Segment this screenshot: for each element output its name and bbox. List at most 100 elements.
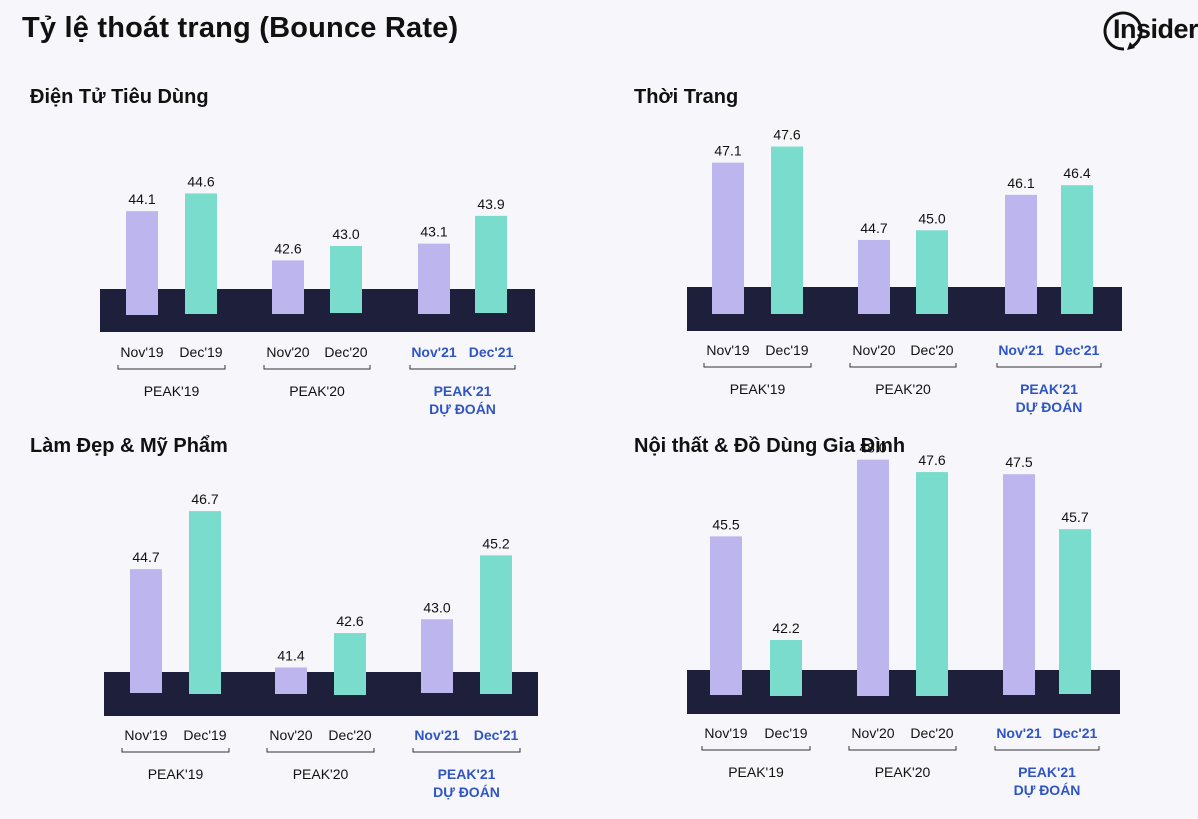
- group-label: PEAK'19: [144, 383, 200, 399]
- bar-dec20: [916, 472, 948, 696]
- group-label: PEAK'20: [875, 381, 931, 397]
- bar-dec20: [916, 230, 948, 314]
- data-label: 46.7: [191, 491, 218, 507]
- data-label: 45.2: [482, 535, 509, 551]
- bar-dec19: [770, 640, 802, 696]
- category-label: Nov'20: [266, 344, 309, 360]
- bar-dec21: [1061, 185, 1093, 314]
- group-label: PEAK'21: [1020, 381, 1078, 397]
- data-label: 43.1: [420, 224, 447, 240]
- group-label: PEAK'19: [728, 764, 784, 780]
- data-label: 42.6: [274, 240, 301, 256]
- group-bracket: [412, 748, 521, 753]
- axis-band: [104, 672, 538, 716]
- group-bracket: [117, 365, 226, 370]
- data-label: 41.4: [277, 647, 304, 663]
- data-label: 45.5: [712, 516, 739, 532]
- category-label: Nov'21: [414, 727, 460, 743]
- data-label: 43.0: [423, 599, 450, 615]
- data-label: 43.9: [477, 196, 504, 212]
- data-label: 43.0: [332, 226, 359, 242]
- group-bracket: [121, 748, 230, 753]
- data-label: 47.6: [918, 452, 945, 468]
- bar-nov19: [130, 569, 162, 693]
- group-label: DỰ ĐOÁN: [1014, 782, 1081, 798]
- bar-nov21: [1003, 474, 1035, 695]
- category-label: Dec'20: [328, 727, 371, 743]
- category-label: Nov'21: [411, 344, 457, 360]
- group-label: DỰ ĐOÁN: [1016, 399, 1083, 415]
- bar-chart: 47.1 Nov'19 47.6 Dec'19 44.7 Nov'20 45.0 Dec'20…: [687, 127, 1122, 415]
- chart-title: Thời Trang: [634, 86, 739, 108]
- insider-logo: Insider: [1100, 8, 1198, 54]
- data-label: 44.7: [860, 220, 887, 236]
- bar-chart: 44.1 Nov'19 44.6 Dec'19 42.6 Nov'20 43.0 Dec'20…: [100, 173, 535, 417]
- group-bracket: [848, 746, 957, 751]
- data-label: 47.5: [1005, 454, 1032, 470]
- category-label: Nov'19: [706, 342, 749, 358]
- bar-nov20: [272, 260, 304, 314]
- category-label: Nov'20: [851, 725, 894, 741]
- category-label: Dec'21: [474, 727, 519, 743]
- bar-dec20: [334, 633, 366, 695]
- category-label: Nov'20: [269, 727, 312, 743]
- bar-dec21: [475, 215, 507, 313]
- data-label: 42.2: [772, 620, 799, 636]
- data-label: 47.1: [714, 143, 741, 159]
- category-label: Dec'19: [765, 342, 808, 358]
- logo-ring-icon: [1103, 11, 1143, 51]
- data-label: 42.6: [336, 613, 363, 629]
- bar-nov19: [710, 536, 742, 695]
- chart-title: Làm Đẹp & Mỹ Phẩm: [30, 435, 228, 457]
- chart-panel-consumer-electronics: Điện Tử Tiêu Dùng 44.1 Nov'19 44.6 Dec'19 42…: [30, 86, 590, 456]
- bar-dec21: [480, 555, 512, 694]
- data-label: 44.7: [132, 549, 159, 565]
- data-label: 48.0: [859, 440, 886, 456]
- category-label: Dec'20: [910, 342, 953, 358]
- category-label: Dec'19: [179, 344, 222, 360]
- group-label: PEAK'20: [289, 383, 345, 399]
- chart-panel-beauty-cosmetics: Làm Đẹp & Mỹ Phẩm 44.7 Nov'19 46.7 Dec'19 41…: [30, 435, 590, 805]
- bar-nov21: [421, 619, 453, 693]
- category-label: Dec'19: [764, 725, 807, 741]
- category-label: Nov'19: [120, 344, 163, 360]
- data-label: 46.4: [1063, 165, 1090, 181]
- bar-nov20: [857, 459, 889, 696]
- category-label: Nov'21: [996, 725, 1042, 741]
- group-bracket: [994, 746, 1100, 751]
- bar-nov20: [275, 667, 307, 694]
- group-label: PEAK'21: [438, 766, 496, 782]
- axis-band: [687, 670, 1120, 714]
- data-label: 44.6: [187, 173, 214, 189]
- bar-nov21: [1005, 194, 1037, 314]
- group-bracket: [849, 363, 957, 368]
- category-label: Dec'20: [324, 344, 367, 360]
- axis-band: [100, 289, 535, 332]
- group-label: PEAK'20: [293, 766, 349, 782]
- group-label: PEAK'19: [730, 381, 786, 397]
- group-bracket: [703, 363, 812, 368]
- bar-dec19: [189, 511, 221, 694]
- data-label: 44.1: [128, 191, 155, 207]
- category-label: Dec'21: [469, 344, 514, 360]
- chart-panel-home-furniture: Nội thất & Đồ Dùng Gia Đình 45.5 Nov'19 42…: [634, 435, 1194, 805]
- category-label: Nov'21: [998, 342, 1044, 358]
- group-label: DỰ ĐOÁN: [433, 784, 500, 800]
- category-label: Dec'20: [910, 725, 953, 741]
- axis-band: [687, 287, 1122, 331]
- bar-nov20: [858, 239, 890, 314]
- chart-title: Nội thất & Đồ Dùng Gia Đình: [634, 435, 906, 457]
- data-label: 47.6: [773, 127, 800, 143]
- group-label: DỰ ĐOÁN: [429, 401, 496, 417]
- bar-nov19: [712, 162, 744, 314]
- category-label: Nov'19: [704, 725, 747, 741]
- category-label: Dec'19: [183, 727, 226, 743]
- data-label: 46.1: [1007, 175, 1034, 191]
- page-title: Tỷ lệ thoát trang (Bounce Rate): [22, 12, 459, 44]
- bar-dec21: [1059, 529, 1091, 694]
- group-label: PEAK'21: [434, 383, 492, 399]
- bar-dec19: [185, 193, 217, 314]
- group-label: PEAK'19: [148, 766, 204, 782]
- category-label: Dec'21: [1053, 725, 1098, 741]
- bar-nov21: [418, 243, 450, 314]
